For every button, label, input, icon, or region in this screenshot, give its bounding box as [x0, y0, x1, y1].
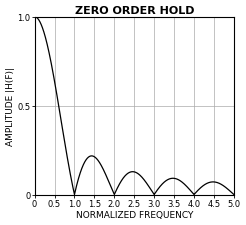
Y-axis label: AMPLITUDE |H(F)|: AMPLITUDE |H(F)|	[6, 67, 15, 146]
Title: ZERO ORDER HOLD: ZERO ORDER HOLD	[75, 6, 194, 16]
X-axis label: NORMALIZED FREQUENCY: NORMALIZED FREQUENCY	[76, 211, 193, 219]
